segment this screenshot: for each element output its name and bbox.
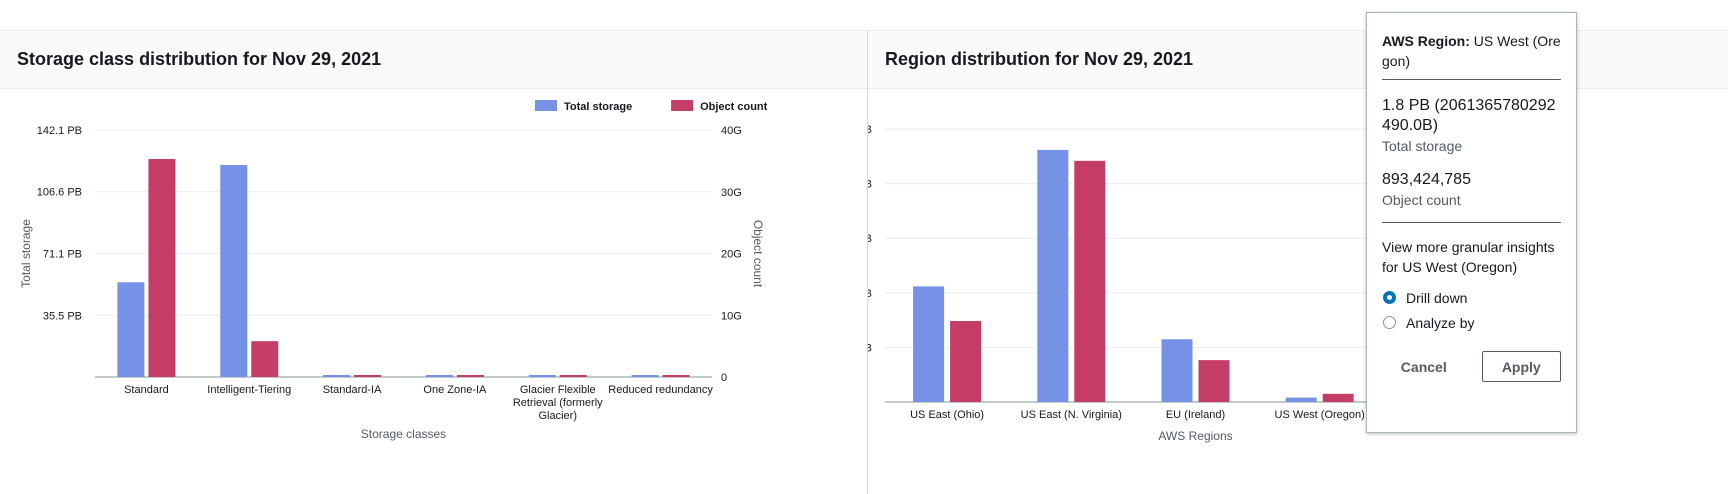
- bar-object-count: [1198, 360, 1230, 402]
- cancel-button[interactable]: Cancel: [1400, 358, 1447, 375]
- y-tick-label: 71.1 PB: [43, 248, 82, 260]
- x-tick-label: Reduced redundancy: [608, 384, 713, 396]
- x-tick-label: EU (Ireland): [1166, 409, 1225, 421]
- x-tick-label: One Zone-IA: [423, 384, 487, 396]
- region-panel: Region distribution for Nov 29, 2021 22.…: [868, 31, 1728, 494]
- bar-total-storage: [1037, 149, 1069, 402]
- legend-label: Object count: [700, 101, 768, 113]
- bar-object-count: [950, 321, 982, 402]
- bar-total-storage: [323, 374, 351, 377]
- y-tick-label: 66.6 PB: [868, 233, 872, 245]
- drill-down-radio[interactable]: [1383, 291, 1396, 304]
- popover-storage-label: Total storage: [1382, 138, 1463, 154]
- popover-count-label: Object count: [1382, 192, 1461, 208]
- popover-actions: Cancel Apply: [1382, 351, 1561, 382]
- x-axis-title: Storage classes: [361, 427, 446, 441]
- x-tick-label: US East (Ohio): [910, 409, 984, 421]
- y2-tick-label: 0: [721, 372, 727, 384]
- y2-tick-label: 10G: [721, 310, 742, 322]
- x-tick-label: US East (N. Virginia): [1021, 409, 1122, 421]
- x-tick-label: Intelligent-Tiering: [207, 384, 291, 396]
- popover-storage-value: 1.8 PB (2061365780292490.0B): [1382, 97, 1556, 134]
- bar-object-count: [354, 375, 382, 377]
- y-axis-title: Total storage: [19, 219, 33, 288]
- bar-total-storage: [220, 164, 248, 377]
- analyze-by-radio[interactable]: [1383, 316, 1396, 329]
- bar-object-count: [456, 375, 484, 377]
- legend-label: Total storage: [564, 101, 632, 113]
- y-tick-label: 142.1 PB: [37, 125, 82, 137]
- popover-divider-top: [1382, 79, 1561, 80]
- y2-tick-label: 40G: [721, 125, 742, 137]
- y2-tick-label: 30G: [721, 187, 742, 199]
- apply-button[interactable]: Apply: [1481, 351, 1561, 382]
- popover-insight-text: View more granular insights for US West …: [1382, 239, 1555, 275]
- y-tick-label: 35.5 PB: [43, 310, 82, 322]
- y-tick-label: 111.0 PB: [868, 124, 872, 136]
- bar-object-count: [1074, 160, 1106, 402]
- y2-tick-label: 20G: [721, 249, 742, 261]
- bar-total-storage: [913, 286, 945, 402]
- y-tick-label: 106.6 PB: [37, 187, 82, 199]
- bar-total-storage: [528, 375, 556, 377]
- drill-down-option[interactable]: Drill down: [1382, 285, 1561, 310]
- region-panel-header: Region distribution for Nov 29, 2021: [868, 31, 1728, 89]
- storage-class-panel-header: Storage class distribution for Nov 29, 2…: [0, 31, 867, 89]
- storage-class-panel-title: Storage class distribution for Nov 29, 2…: [17, 49, 382, 69]
- storage-class-chart: 35.5 PB 71.1 PB 106.6 PB 142.1 PB 0 10G 20G 30G…: [19, 100, 768, 441]
- bar-total-storage: [425, 375, 453, 377]
- region-details-popover: AWS Region: US West (Oregon) 1.8 PB (206…: [1366, 12, 1577, 433]
- bar-total-storage: [117, 282, 145, 377]
- x-tick-label: Glacier Flexible Retrieval (formerly Glaci…: [513, 384, 603, 422]
- popover-divider-bottom: [1382, 222, 1561, 223]
- y-tick-label: 88.8 PB: [868, 179, 872, 191]
- x-tick-label: Standard-IA: [323, 384, 382, 396]
- analyze-by-label: Analyze by: [1406, 314, 1475, 331]
- bar-total-storage: [1285, 397, 1317, 402]
- popover-count-value: 893,424,785: [1382, 171, 1471, 188]
- x-tick-label: Standard: [124, 384, 169, 396]
- x-tick-label: US West (Oregon): [1275, 409, 1365, 421]
- x-axis-title: AWS Regions: [1158, 429, 1232, 443]
- bar-object-count: [662, 375, 690, 377]
- bar-object-count: [1322, 393, 1354, 402]
- bar-total-storage: [631, 375, 659, 377]
- drill-down-label: Drill down: [1406, 289, 1468, 306]
- region-panel-title: Region distribution for Nov 29, 2021: [885, 49, 1194, 69]
- popover-region-line: AWS Region: US West (Oregon): [1382, 31, 1561, 71]
- popover-region-label: AWS Region:: [1382, 33, 1470, 49]
- legend-swatch: [535, 100, 557, 111]
- bar-object-count: [148, 159, 176, 377]
- bar-object-count: [251, 341, 279, 377]
- bar-total-storage: [1161, 339, 1193, 402]
- legend-swatch: [671, 100, 694, 111]
- region-chart: 22.2 PB44.4 PB66.6 PB88.8 PB111.0 PB06G1…: [868, 101, 1561, 443]
- y2-axis-title: Object count: [751, 220, 765, 288]
- popover-region-value: US West (Oregon): [1382, 33, 1561, 69]
- y-tick-label: 22.2 PB: [868, 342, 872, 354]
- y-tick-label: 44.4 PB: [868, 288, 872, 300]
- storage-class-panel: Storage class distribution for Nov 29, 2…: [0, 31, 868, 494]
- bar-object-count: [559, 375, 587, 377]
- analyze-by-option[interactable]: Analyze by: [1382, 310, 1561, 335]
